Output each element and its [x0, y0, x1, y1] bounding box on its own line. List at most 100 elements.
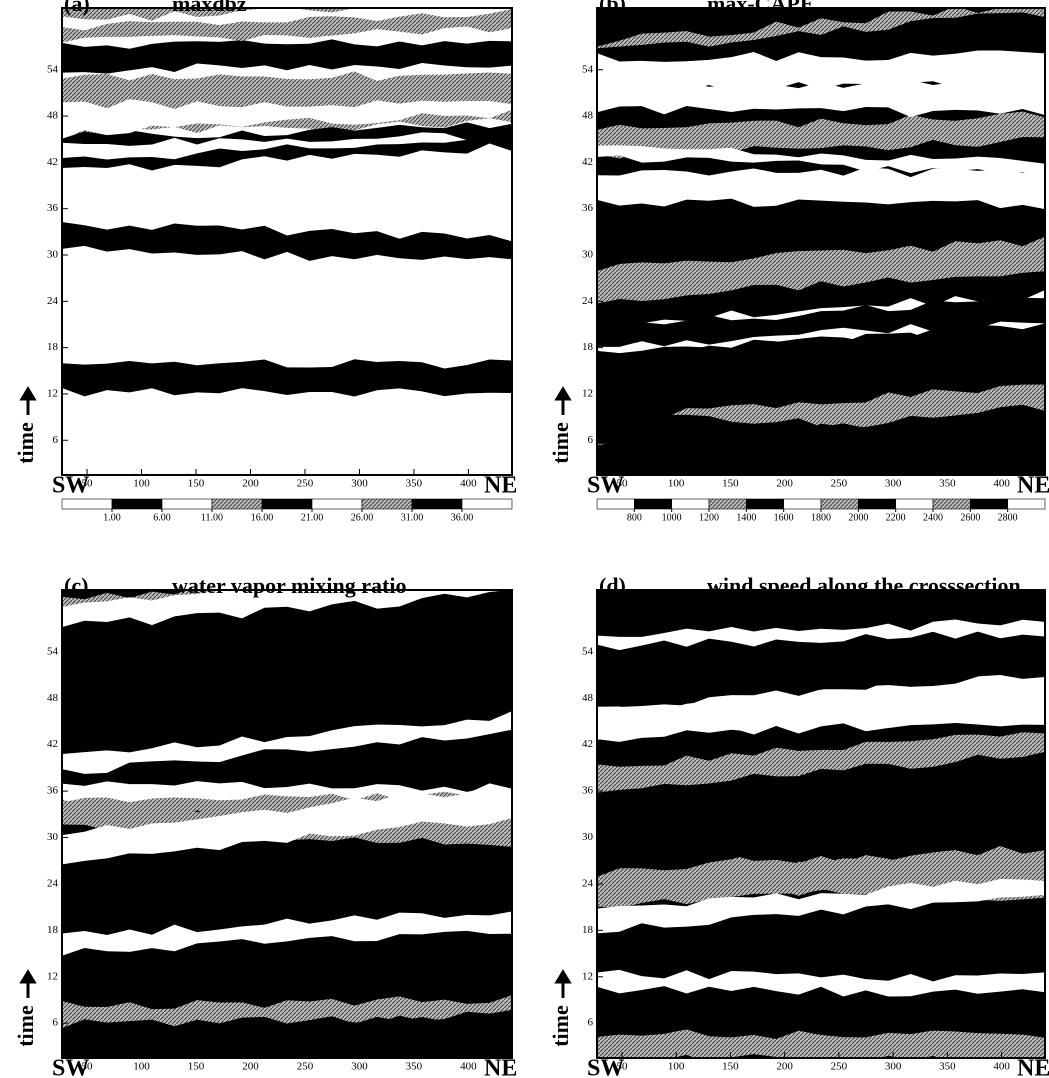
x-tick-label: 400 — [460, 478, 477, 490]
panel-label: (d) — [599, 573, 626, 598]
contour-band — [597, 296, 1045, 347]
contour-band — [62, 1009, 512, 1058]
contour-band — [597, 969, 1045, 997]
colorbar-swatch — [361, 498, 413, 510]
y-tick-label: 18 — [582, 924, 594, 936]
x-tick-label: 300 — [351, 478, 368, 490]
contour-band — [597, 689, 1045, 740]
colorbar-swatch — [1007, 498, 1046, 510]
plot-frame — [596, 589, 1046, 1059]
contour-band — [62, 71, 512, 109]
x-start-label: SW — [52, 1056, 89, 1078]
colorbar-label: 2000 — [848, 512, 868, 523]
contour-band — [597, 807, 1045, 877]
y-tick-label: 6 — [588, 1017, 594, 1029]
contour-band — [597, 981, 1045, 1026]
y-tick-label: 54 — [47, 63, 59, 75]
contour-field — [597, 8, 1045, 465]
y-tick-label: 6 — [53, 1017, 59, 1029]
x-tick-label: 400 — [993, 478, 1010, 490]
x-tick-label: 350 — [406, 478, 423, 490]
y-tick-label: 12 — [582, 387, 593, 399]
y-tick-label: 30 — [582, 249, 594, 261]
x-tick-label: 50 — [616, 478, 628, 490]
y-tick-label: 30 — [47, 831, 59, 843]
x-tick-label: 250 — [297, 1061, 314, 1073]
colorbar-label: 1.00 — [103, 512, 121, 523]
plot-frame — [61, 7, 513, 476]
x-tick-label: 300 — [885, 1061, 902, 1073]
x-tick-label: 200 — [776, 1061, 793, 1073]
x-tick-label: 200 — [776, 478, 793, 490]
y-tick-label: 36 — [582, 785, 594, 797]
y-tick-label: 42 — [582, 156, 593, 168]
x-end-label: NE — [1017, 473, 1049, 499]
x-tick-label: 300 — [351, 1061, 368, 1073]
x-tick-label: 300 — [885, 478, 902, 490]
contour-band — [62, 628, 512, 691]
colorbar-label: 36.00 — [451, 512, 474, 523]
contour-band — [597, 8, 1045, 49]
x-tick-label: 350 — [406, 1061, 423, 1073]
x-start-label: SW — [587, 473, 624, 499]
contour-band — [62, 590, 404, 615]
contour-band — [62, 590, 510, 628]
x-tick-label: 100 — [133, 478, 150, 490]
contour-band — [62, 8, 356, 21]
colorbar-swatch — [311, 498, 363, 510]
y-tick-label: 24 — [47, 877, 59, 889]
colorbar-swatch — [932, 498, 971, 510]
x-end-label: NE — [484, 1056, 517, 1078]
time-arrow — [554, 386, 572, 415]
contour-band — [62, 39, 512, 74]
colorbar-label: 31.00 — [401, 512, 424, 523]
contour-band — [62, 222, 512, 261]
contour-band — [597, 50, 1045, 93]
colorbar-swatch — [61, 498, 113, 510]
plot-frame — [61, 589, 513, 1059]
y-tick-label: 24 — [582, 877, 594, 889]
plot-area — [596, 589, 1046, 1059]
colorbar-label: 6.00 — [153, 512, 171, 523]
x-tick-label: 250 — [297, 478, 314, 490]
colorbar-label: 2200 — [886, 512, 906, 523]
colorbar-label: 2600 — [960, 512, 980, 523]
contour-band — [597, 78, 1045, 117]
contour-band — [62, 457, 512, 475]
x-tick-label: 50 — [616, 1061, 628, 1073]
contour-band — [62, 783, 512, 865]
x-tick-label: 150 — [722, 478, 739, 490]
colorbar-swatch — [111, 498, 163, 510]
y-tick-label: 18 — [47, 924, 59, 936]
contour-band — [597, 732, 1045, 793]
contour-field — [597, 619, 1045, 1058]
panel-title: water vapor mixing ratio — [172, 573, 406, 598]
y-tick-label: 24 — [582, 295, 594, 307]
contour-band — [62, 359, 512, 397]
y-tick-label: 30 — [582, 831, 594, 843]
colorbar-swatch — [708, 498, 747, 510]
y-tick-label: 24 — [47, 295, 59, 307]
colorbar-swatch — [596, 498, 635, 510]
panel-title: max-CAPE — [707, 0, 815, 16]
colorbar-label: 21.00 — [301, 512, 324, 523]
colorbar-swatch — [746, 498, 784, 510]
x-tick-label: 350 — [939, 478, 956, 490]
y-axis-label: time — [548, 422, 573, 464]
colorbar-label: 1800 — [811, 512, 831, 523]
y-tick-label: 36 — [47, 785, 59, 797]
colorbar-label: 1000 — [662, 512, 682, 523]
y-tick-label: 42 — [47, 156, 58, 168]
contour-band — [597, 642, 1045, 697]
time-arrow — [554, 969, 572, 998]
x-start-label: SW — [52, 473, 89, 499]
y-axis-label: time — [548, 1005, 573, 1047]
y-tick-label: 6 — [53, 434, 59, 446]
y-tick-label: 36 — [582, 202, 594, 214]
contour-band — [62, 406, 512, 441]
colorbar-swatch — [820, 498, 859, 510]
contour-band — [597, 145, 1045, 177]
y-tick-label: 54 — [47, 645, 59, 657]
y-tick-label: 36 — [47, 202, 59, 214]
